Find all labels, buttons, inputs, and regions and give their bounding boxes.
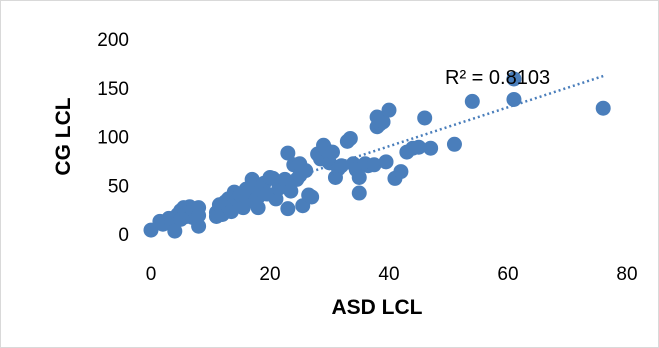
data-point (411, 139, 427, 155)
y-axis: 0 50 100 150 200 (97, 30, 129, 246)
x-axis-title: ASD LCL (332, 296, 423, 319)
data-point (280, 145, 296, 161)
data-points (143, 71, 611, 239)
r-squared-annotation: R² = 0.8103 (445, 67, 550, 89)
data-point (351, 185, 367, 201)
data-point (393, 164, 409, 180)
data-point (423, 140, 439, 156)
data-point (191, 207, 207, 223)
data-point (446, 136, 462, 152)
data-point (464, 93, 480, 109)
data-point (277, 171, 293, 187)
data-point (304, 189, 320, 205)
x-axis: 0 20 40 60 80 (146, 264, 638, 285)
x-tick-label: 0 (146, 264, 157, 285)
data-point (417, 110, 433, 126)
data-point (324, 144, 340, 160)
data-point (506, 91, 522, 107)
x-tick-label: 20 (259, 264, 280, 285)
data-point (191, 218, 207, 234)
data-point (298, 163, 314, 179)
y-tick-label: 100 (97, 128, 129, 149)
data-point (342, 130, 358, 146)
data-point (378, 154, 394, 170)
data-point (595, 100, 611, 116)
x-tick-label: 80 (616, 264, 637, 285)
y-tick-label: 150 (97, 79, 129, 100)
trendline (239, 74, 604, 197)
data-point (167, 223, 183, 239)
data-point (283, 183, 299, 199)
data-point (506, 71, 522, 87)
data-point (366, 157, 382, 173)
y-tick-label: 0 (118, 225, 129, 246)
data-point (250, 200, 266, 216)
x-tick-label: 60 (497, 264, 518, 285)
y-axis-title: CG LCL (52, 97, 75, 175)
data-point (333, 158, 349, 174)
data-point (375, 114, 391, 130)
data-point (381, 102, 397, 118)
data-point (280, 201, 296, 217)
x-tick-label: 40 (378, 264, 399, 285)
data-point (351, 169, 367, 185)
y-tick-label: 200 (97, 30, 129, 51)
y-tick-label: 50 (108, 176, 129, 197)
